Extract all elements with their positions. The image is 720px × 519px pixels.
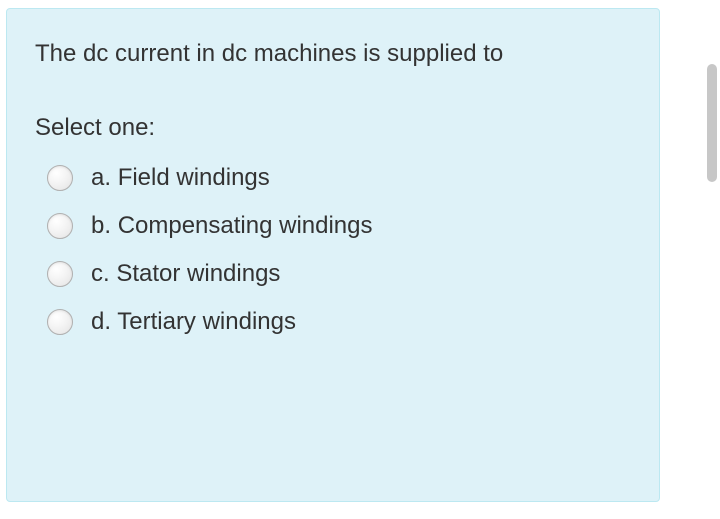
question-card: The dc current in dc machines is supplie…	[6, 8, 660, 502]
radio-icon[interactable]	[47, 165, 73, 191]
option-row[interactable]: d. Tertiary windings	[47, 308, 631, 336]
option-text: Compensating windings	[118, 212, 373, 239]
radio-icon[interactable]	[47, 261, 73, 287]
question-text: The dc current in dc machines is supplie…	[35, 37, 631, 72]
option-row[interactable]: c. Stator windings	[47, 260, 631, 288]
options-list: a. Field windings b. Compensating windin…	[35, 164, 631, 336]
radio-icon[interactable]	[47, 309, 73, 335]
option-text: Stator windings	[116, 260, 280, 287]
select-one-label: Select one:	[35, 114, 631, 142]
option-text: Tertiary windings	[117, 308, 296, 335]
option-label: d. Tertiary windings	[91, 308, 296, 336]
option-letter: d.	[91, 308, 111, 335]
radio-icon[interactable]	[47, 213, 73, 239]
option-label: b. Compensating windings	[91, 212, 373, 240]
option-row[interactable]: b. Compensating windings	[47, 212, 631, 240]
option-label: a. Field windings	[91, 164, 270, 192]
option-text: Field windings	[118, 164, 270, 191]
option-letter: a.	[91, 164, 111, 191]
scrollbar-thumb[interactable]	[707, 64, 717, 182]
option-letter: b.	[91, 212, 111, 239]
option-label: c. Stator windings	[91, 260, 280, 288]
option-row[interactable]: a. Field windings	[47, 164, 631, 192]
option-letter: c.	[91, 260, 110, 287]
